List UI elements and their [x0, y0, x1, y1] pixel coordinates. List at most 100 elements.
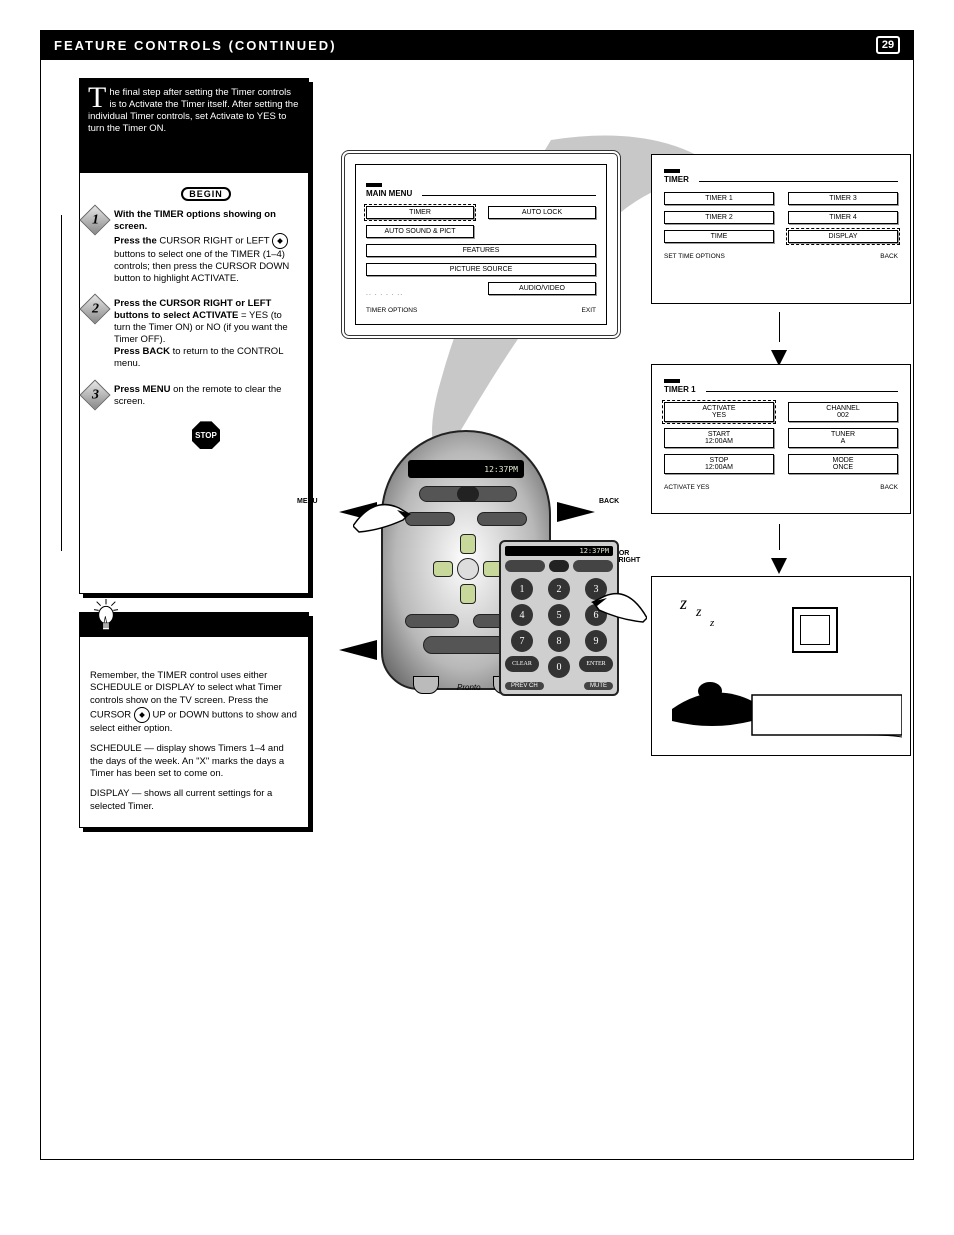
tip-body: SMART Remember, the TIMER control uses e… — [80, 637, 308, 827]
btn-tuner[interactable]: TUNERA — [788, 428, 898, 448]
menu-item-av[interactable]: AUDIO/VIDEO — [488, 282, 596, 295]
z-icon-2: z — [696, 605, 701, 621]
steps-body: T he final step after setting the Timer … — [80, 173, 308, 593]
cursor-up[interactable] — [460, 534, 476, 554]
hinge-left — [413, 676, 439, 694]
hand-icon-left — [353, 486, 423, 536]
flip-mute[interactable]: MUTE — [584, 682, 613, 690]
start-val: 12:00AM — [705, 438, 733, 445]
flip-btn-mute[interactable] — [573, 560, 613, 572]
step-diamond-2: 2 — [79, 294, 110, 325]
info-button[interactable] — [405, 614, 459, 628]
tip-p1: Remember, the TIMER control uses either … — [90, 670, 298, 735]
timer-grid: TIMER 1 TIMER 3 TIMER 2 TIMER 4 TIME DIS… — [664, 192, 898, 243]
remote-lcd: 12:37PM — [408, 460, 524, 478]
pointer-info — [339, 640, 377, 660]
mode-lbl: MODE — [833, 457, 854, 464]
timer1-inner: TIMER 1 ACTIVATEYES CHANNEL002 START12:0… — [651, 364, 911, 514]
step1-line2a: Press the CURSOR RIGHT or LEFT — [114, 235, 269, 246]
main-menu-grid: TIMER AUTO LOCK AUTO SOUND & PICT FEATUR… — [366, 206, 596, 295]
key-0[interactable]: 0 — [548, 656, 570, 678]
rule-line — [706, 391, 898, 392]
cursor-down[interactable] — [460, 584, 476, 604]
menu-item-autosp[interactable]: AUTO SOUND & PICT — [366, 225, 474, 238]
timer-header: TIMER — [664, 175, 898, 184]
tip-blackbar — [80, 613, 308, 637]
channel-val: 002 — [837, 412, 849, 419]
cursor-icon — [272, 233, 288, 249]
btn-mode[interactable]: MODEONCE — [788, 454, 898, 474]
stop-lbl: STOP — [710, 457, 729, 464]
vignette-frame: z z z — [651, 576, 911, 756]
btn-stop[interactable]: STOP12:00AM — [664, 454, 774, 474]
key-7[interactable]: 7 — [511, 630, 533, 652]
tv-main-menu: MAIN MENU TIMER AUTO LOCK AUTO SOUND & P… — [341, 150, 621, 339]
key-clear[interactable]: CLEAR — [505, 656, 539, 672]
z-icon-1: z — [680, 593, 687, 614]
key-8[interactable]: 8 — [548, 630, 570, 652]
tv-frame: MAIN MENU TIMER AUTO LOCK AUTO SOUND & P… — [341, 150, 621, 339]
back-button-remote[interactable] — [477, 512, 527, 526]
pointer-back — [557, 502, 595, 522]
rule-line — [422, 195, 596, 196]
alarm-clock-icon — [792, 607, 838, 653]
cursor-left[interactable] — [433, 561, 453, 577]
btn-timer1[interactable]: TIMER 1 — [664, 192, 774, 205]
btn-timer2[interactable]: TIMER 2 — [664, 211, 774, 224]
content-frame: T he final step after setting the Timer … — [40, 60, 914, 1160]
drop-cap: T — [88, 87, 106, 110]
key-enter[interactable]: ENTER — [579, 656, 613, 672]
flip-remote: 12:37PM 1 2 3 4 5 6 7 8 9 CLEAR — [499, 540, 619, 696]
page-header: FEATURE CONTROLS (CONTINUED) 29 — [40, 30, 914, 60]
tip-display: DISPLAY — shows all current settings for… — [90, 788, 298, 813]
step-1: 1 With the TIMER options showing on scre… — [114, 209, 298, 284]
key-9[interactable]: 9 — [585, 630, 607, 652]
pause-icon[interactable] — [457, 486, 479, 502]
stop-val: 12:00AM — [705, 464, 733, 471]
tuner-lbl: TUNER — [831, 431, 855, 438]
menu-item-features[interactable]: FEATURES — [366, 244, 596, 257]
btn-start[interactable]: START12:00AM — [664, 428, 774, 448]
menu-item-picsrc[interactable]: PICTURE SOURCE — [366, 263, 596, 276]
timer1-hints: ACTIVATE YES BACK — [664, 484, 898, 491]
steps-box: T he final step after setting the Timer … — [79, 78, 309, 594]
step2-l1: Press the CURSOR RIGHT or — [114, 298, 245, 309]
timer1-hint-right: BACK — [880, 484, 898, 491]
menu-item-timer[interactable]: TIMER — [366, 206, 474, 219]
btn-timer4[interactable]: TIMER 4 — [788, 211, 898, 224]
hint-left: TIMER OPTIONS — [366, 307, 417, 314]
cursor-ok[interactable] — [457, 558, 479, 580]
tuner-val: A — [841, 438, 846, 445]
key-5[interactable]: 5 — [548, 604, 570, 626]
timer1-grid: ACTIVATEYES CHANNEL002 START12:00AM TUNE… — [664, 402, 898, 474]
remote-brand: Pronto — [457, 683, 481, 692]
timer1-screen: TIMER 1 ACTIVATEYES CHANNEL002 START12:0… — [651, 364, 911, 514]
btn-activate[interactable]: ACTIVATEYES — [664, 402, 774, 422]
btn-timer3[interactable]: TIMER 3 — [788, 192, 898, 205]
tv-inner: MAIN MENU TIMER AUTO LOCK AUTO SOUND & P… — [355, 164, 607, 325]
label-back: BACK — [599, 498, 619, 505]
flip-prevch[interactable]: PREV CH — [505, 682, 544, 690]
btn-time[interactable]: TIME — [664, 230, 774, 243]
btn-channel[interactable]: CHANNEL002 — [788, 402, 898, 422]
intro-text: he final step after setting the Timer co… — [88, 87, 298, 134]
key-4[interactable]: 4 — [511, 604, 533, 626]
key-1[interactable]: 1 — [511, 578, 533, 600]
key-2[interactable]: 2 — [548, 578, 570, 600]
main-menu-hints: TIMER OPTIONS EXIT — [366, 307, 596, 314]
step1-line3: buttons to select one of the — [114, 249, 228, 260]
timer-hint-right: BACK — [880, 253, 898, 260]
lightbulb-icon — [92, 599, 120, 639]
flip-btn-center[interactable] — [549, 560, 569, 572]
cursor-pad[interactable] — [433, 534, 503, 604]
menu-item-autolock[interactable]: AUTO LOCK — [488, 206, 596, 219]
left-column: T he final step after setting the Timer … — [79, 78, 319, 828]
tip-title: SMART — [90, 641, 298, 658]
btn-display[interactable]: DISPLAY — [788, 230, 898, 243]
timer1-hint-left: ACTIVATE YES — [664, 484, 710, 491]
rule-line — [699, 181, 898, 182]
timer-menu-screen: TIMER TIMER 1 TIMER 3 TIMER 2 TIMER 4 TI… — [651, 154, 911, 304]
stop-marker: STOP — [114, 421, 298, 449]
step1-line6: highlight ACTIVATE. — [154, 273, 239, 284]
flip-btn-prev[interactable] — [505, 560, 545, 572]
